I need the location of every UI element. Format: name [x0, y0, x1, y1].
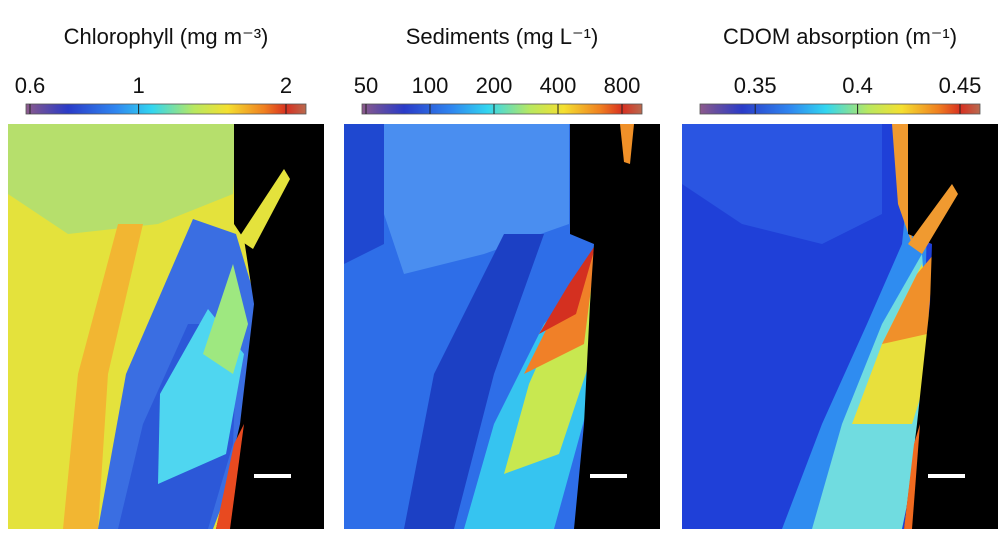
colorbar-tick-label: 0.6	[15, 73, 46, 98]
colorbar-tick-label: 800	[604, 73, 641, 98]
sediments-map	[344, 124, 660, 529]
panel-title: Sediments (mg L⁻¹)	[406, 24, 599, 49]
colorbar-tick-label: 0.4	[842, 73, 873, 98]
colorbar-tick-label: 0.45	[939, 73, 982, 98]
colorbar-tick-label: 200	[476, 73, 513, 98]
panel-title: Chlorophyll (mg m⁻³)	[64, 24, 269, 49]
panel-title: CDOM absorption (m⁻¹)	[723, 24, 957, 49]
colorbar-tick-label: 50	[354, 73, 378, 98]
colorbar-tick-label: 100	[412, 73, 449, 98]
colorbar-tick-label: 400	[540, 73, 577, 98]
colorbar	[25, 103, 307, 115]
colorbar	[699, 103, 981, 115]
colorbar-tick-label: 2	[280, 73, 292, 98]
chlorophyll-map	[8, 124, 324, 529]
colorbar-tick-label: 0.35	[734, 73, 777, 98]
colorbar-tick-label: 1	[132, 73, 144, 98]
colorbar	[361, 103, 643, 115]
cdom-map	[682, 124, 998, 529]
